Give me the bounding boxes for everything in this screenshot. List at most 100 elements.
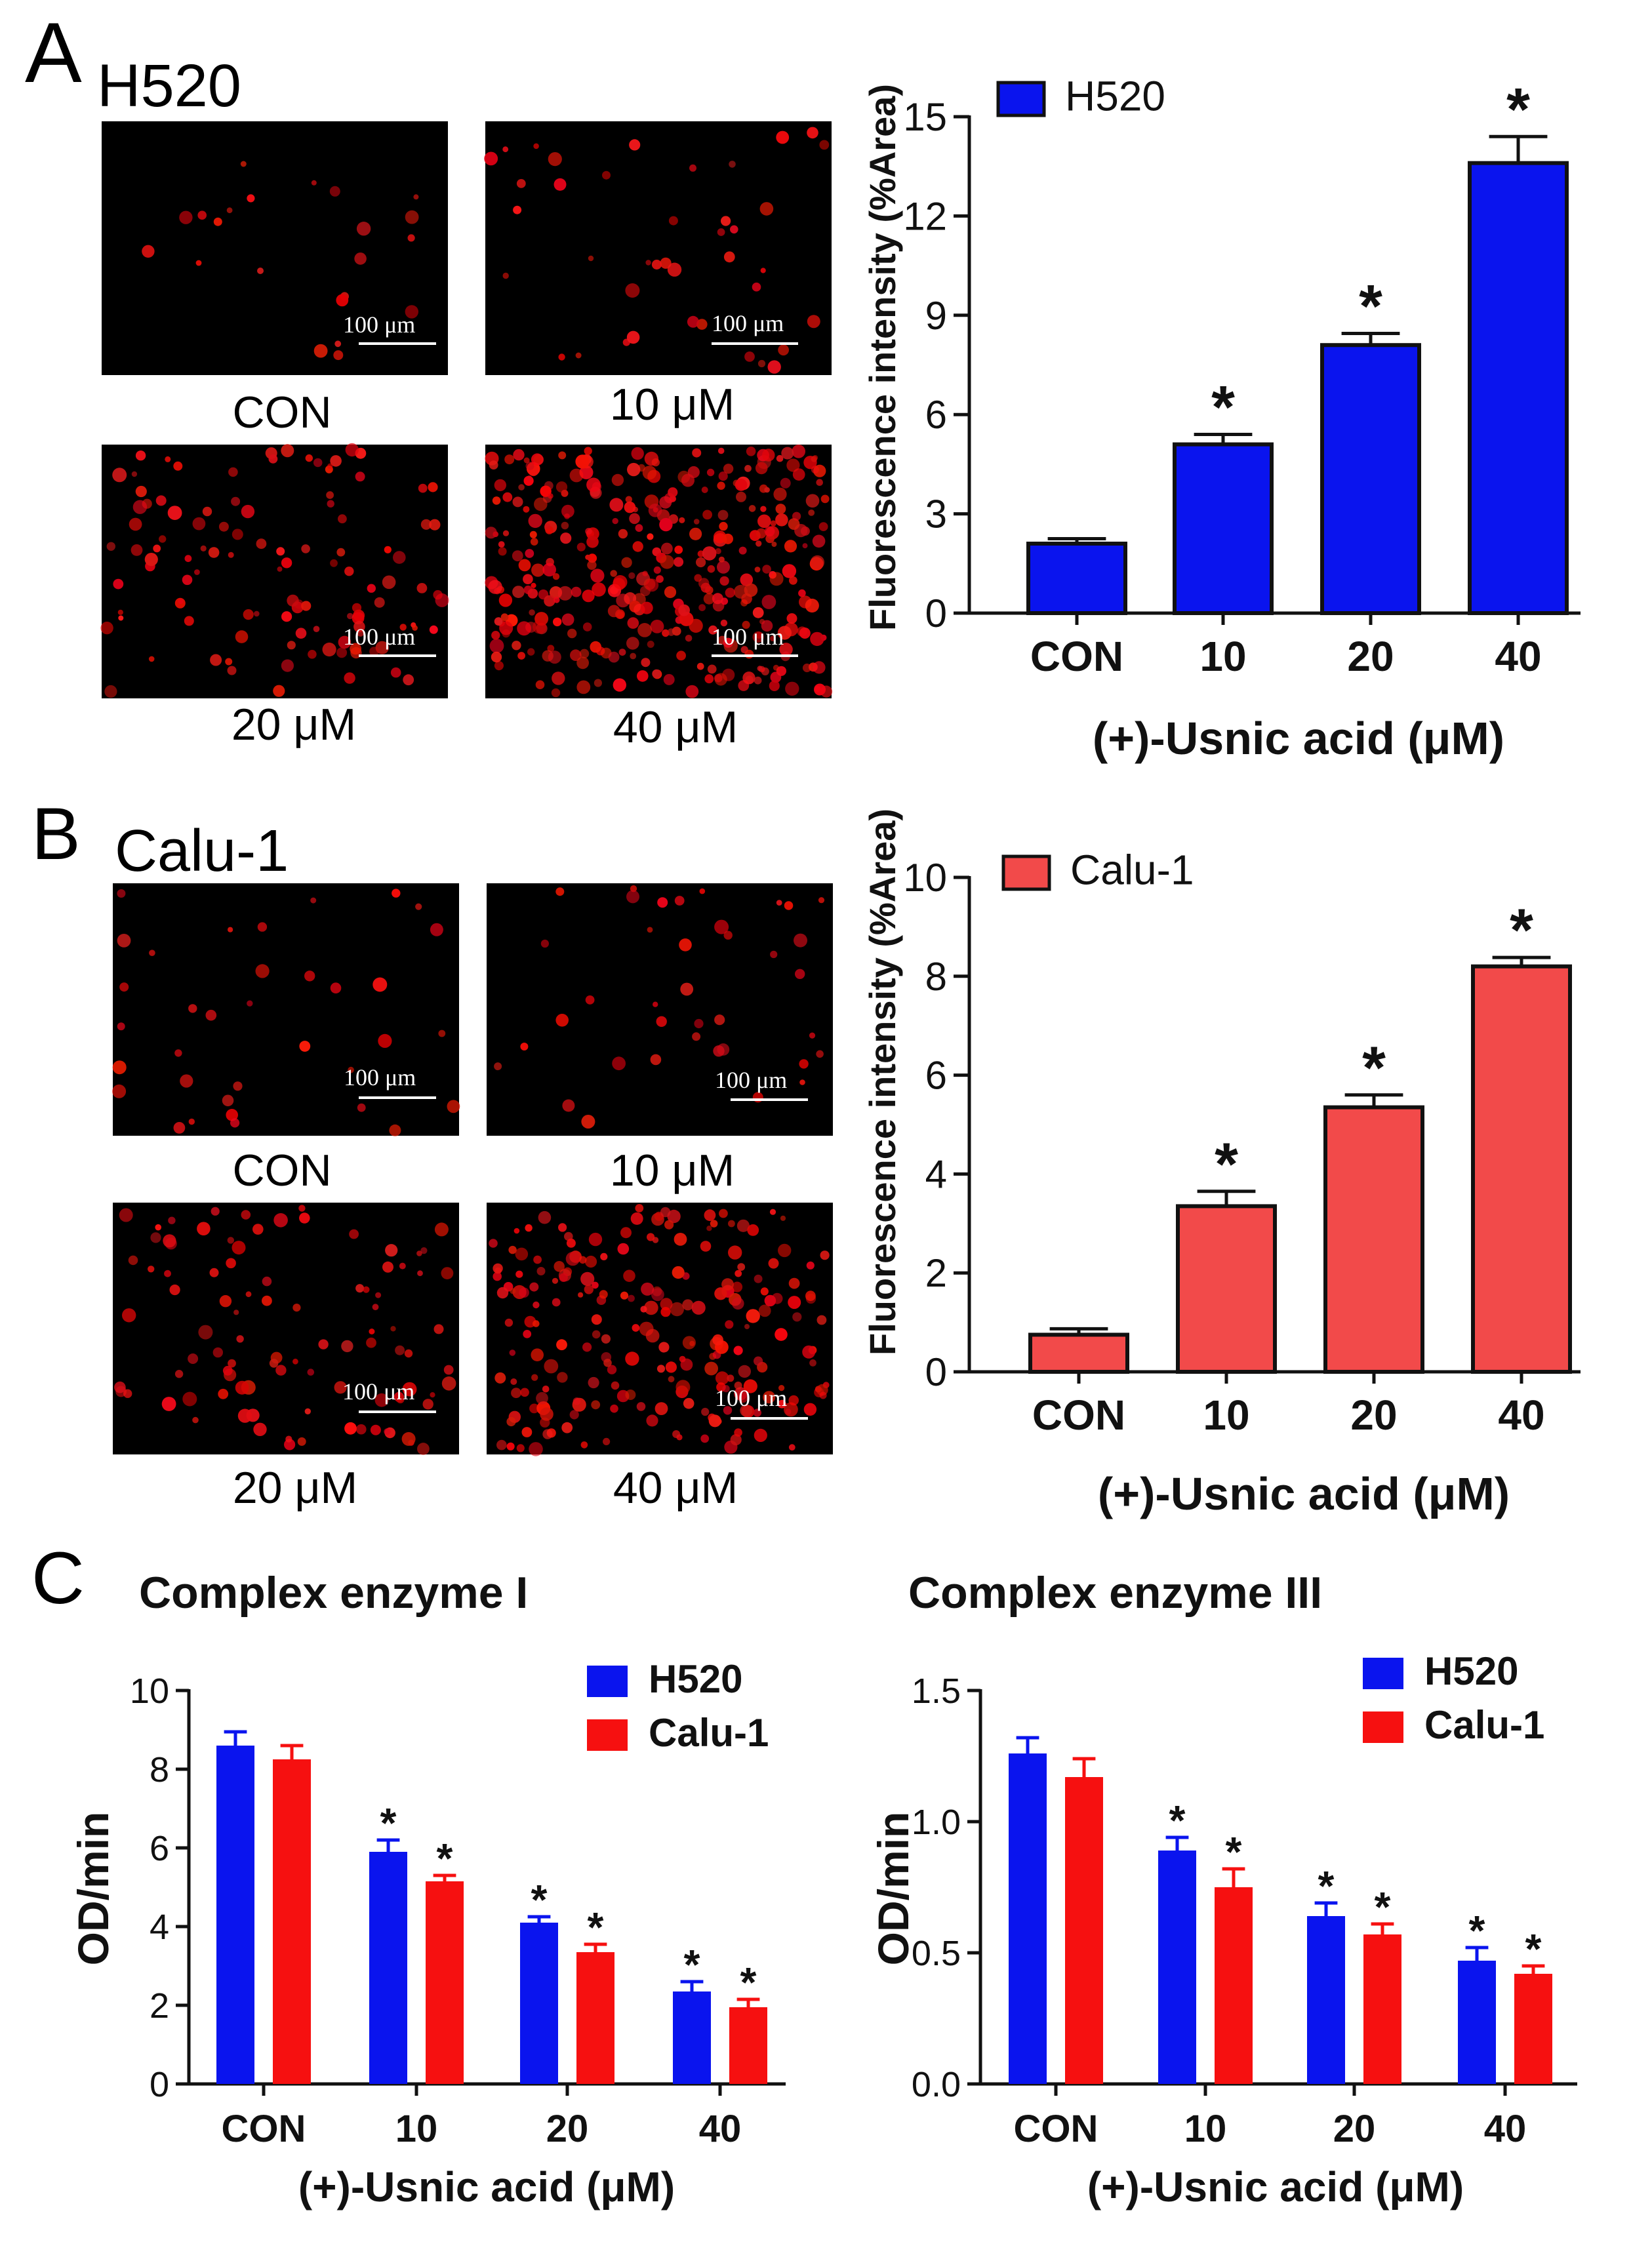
fluorescent-cell xyxy=(771,542,777,547)
fluorescent-cell xyxy=(735,479,748,491)
fluorescent-cell xyxy=(237,1409,252,1423)
fluorescent-cell xyxy=(718,471,728,481)
scale-bar xyxy=(359,1411,436,1413)
fluorescent-cell xyxy=(613,678,626,692)
fluorescent-cell xyxy=(182,1391,197,1407)
fluorescent-cell xyxy=(433,590,443,600)
fluorescent-cell xyxy=(680,982,694,996)
fluorescent-cell xyxy=(241,504,255,519)
fluorescent-cell xyxy=(153,544,161,553)
fluorescent-cell xyxy=(624,501,636,513)
x-tick-label: 10 xyxy=(1203,1391,1249,1439)
legend-swatch xyxy=(1363,1658,1403,1689)
fluorescent-cell xyxy=(780,477,791,489)
x-tick-label: 40 xyxy=(1495,633,1541,680)
bar xyxy=(1065,1777,1103,2084)
fluorescent-cell xyxy=(355,1284,365,1293)
legend-label: H520 xyxy=(649,1657,742,1701)
fluorescent-cell xyxy=(618,649,626,656)
fluorescent-cell xyxy=(647,641,655,648)
fluorescent-cell xyxy=(197,210,207,220)
fluorescent-cell xyxy=(330,982,342,993)
fluorescent-cell xyxy=(700,582,711,593)
fluorescent-cell xyxy=(222,1094,234,1107)
fluorescent-cell xyxy=(334,1381,347,1394)
fluorescent-cell xyxy=(554,597,560,603)
fluorescent-cell xyxy=(350,643,361,655)
fluorescent-cell xyxy=(600,1252,608,1260)
fluorescent-cell xyxy=(628,1294,635,1302)
fluorescent-cell xyxy=(209,1268,219,1277)
fluorescent-cell xyxy=(582,1342,592,1352)
x-axis-label: (+)-Usnic acid (μM) xyxy=(1087,2163,1464,2211)
fluorescent-cell xyxy=(213,217,222,226)
fluorescent-cell xyxy=(818,897,825,904)
fluorescent-cell xyxy=(112,1060,127,1075)
fluorescent-cell xyxy=(660,1207,671,1218)
fluorescent-cell xyxy=(761,620,773,632)
fluorescent-cell xyxy=(363,1286,370,1293)
fluorescent-cell xyxy=(674,896,685,906)
fluorescent-cell xyxy=(413,194,419,200)
fluorescent-cell xyxy=(273,685,285,697)
fluorescent-cell xyxy=(777,626,792,640)
fluorescent-cell xyxy=(404,1349,413,1358)
significance-marker: * xyxy=(1506,76,1530,143)
x-tick-label: 40 xyxy=(699,2108,742,2150)
fluorescent-cell xyxy=(429,625,438,634)
fluorescent-cell xyxy=(378,1033,392,1048)
fluorescent-cell xyxy=(441,1376,456,1391)
fluorescent-cell xyxy=(399,624,407,631)
fluorescent-cell xyxy=(520,1043,529,1050)
fluorescent-cell xyxy=(675,1380,691,1395)
fluorescent-cell xyxy=(714,919,729,934)
scale-bar xyxy=(731,1417,808,1420)
fluorescent-cell xyxy=(219,1295,232,1308)
fluorescent-cell xyxy=(722,1385,730,1393)
fluorescent-cell xyxy=(489,460,498,470)
fluorescent-cell xyxy=(218,1388,229,1399)
fluorescent-cell xyxy=(754,1274,763,1283)
scale-bar xyxy=(712,342,798,345)
fluorescent-cell xyxy=(812,534,826,548)
fluorescent-cell xyxy=(806,1261,815,1270)
fluorescent-cell xyxy=(613,575,628,590)
fluorescent-cell xyxy=(819,140,830,150)
fluorescent-cell xyxy=(717,510,729,521)
fluorescent-cell xyxy=(390,667,401,678)
fluorescent-cell xyxy=(696,662,704,670)
fluorescent-cell xyxy=(694,574,702,582)
fluorescent-cell xyxy=(228,551,234,558)
fluorescent-cell xyxy=(700,1241,712,1252)
fluorescent-cell xyxy=(778,344,789,356)
fluorescent-cell xyxy=(820,494,830,504)
fluorescent-cell xyxy=(135,450,146,461)
micrograph: 100 μm xyxy=(102,121,448,375)
fluorescent-cell xyxy=(305,454,313,462)
fluorescent-cell xyxy=(389,1124,401,1136)
fluorescent-cell xyxy=(588,1232,603,1247)
fluorescent-cell xyxy=(544,1359,559,1374)
fluorescent-cell xyxy=(762,565,771,574)
fluorescent-cell xyxy=(494,617,503,626)
fluorescent-cell xyxy=(803,1403,817,1416)
fluorescent-cell xyxy=(313,626,320,632)
fluorescent-cell xyxy=(792,445,805,458)
fluorescent-cell xyxy=(656,575,664,583)
fluorescent-cell xyxy=(281,659,294,672)
fluorescent-cell xyxy=(775,1328,788,1341)
fluorescent-cell xyxy=(517,621,531,636)
fluorescent-cell xyxy=(527,648,535,656)
fluorescent-cell xyxy=(373,977,388,992)
fluorescent-cell xyxy=(784,540,797,553)
bar xyxy=(729,2007,767,2084)
fluorescent-cell xyxy=(746,1309,760,1323)
y-tick-label: 0.0 xyxy=(912,2065,961,2104)
fluorescent-cell xyxy=(813,661,826,674)
fluorescent-cell xyxy=(723,637,733,648)
fluorescent-cell xyxy=(384,1428,391,1435)
fluorescent-cell xyxy=(717,447,725,454)
fluorescent-cell xyxy=(173,461,183,471)
fluorescent-cell xyxy=(740,573,754,587)
scale-bar-label: 100 μm xyxy=(712,624,784,650)
